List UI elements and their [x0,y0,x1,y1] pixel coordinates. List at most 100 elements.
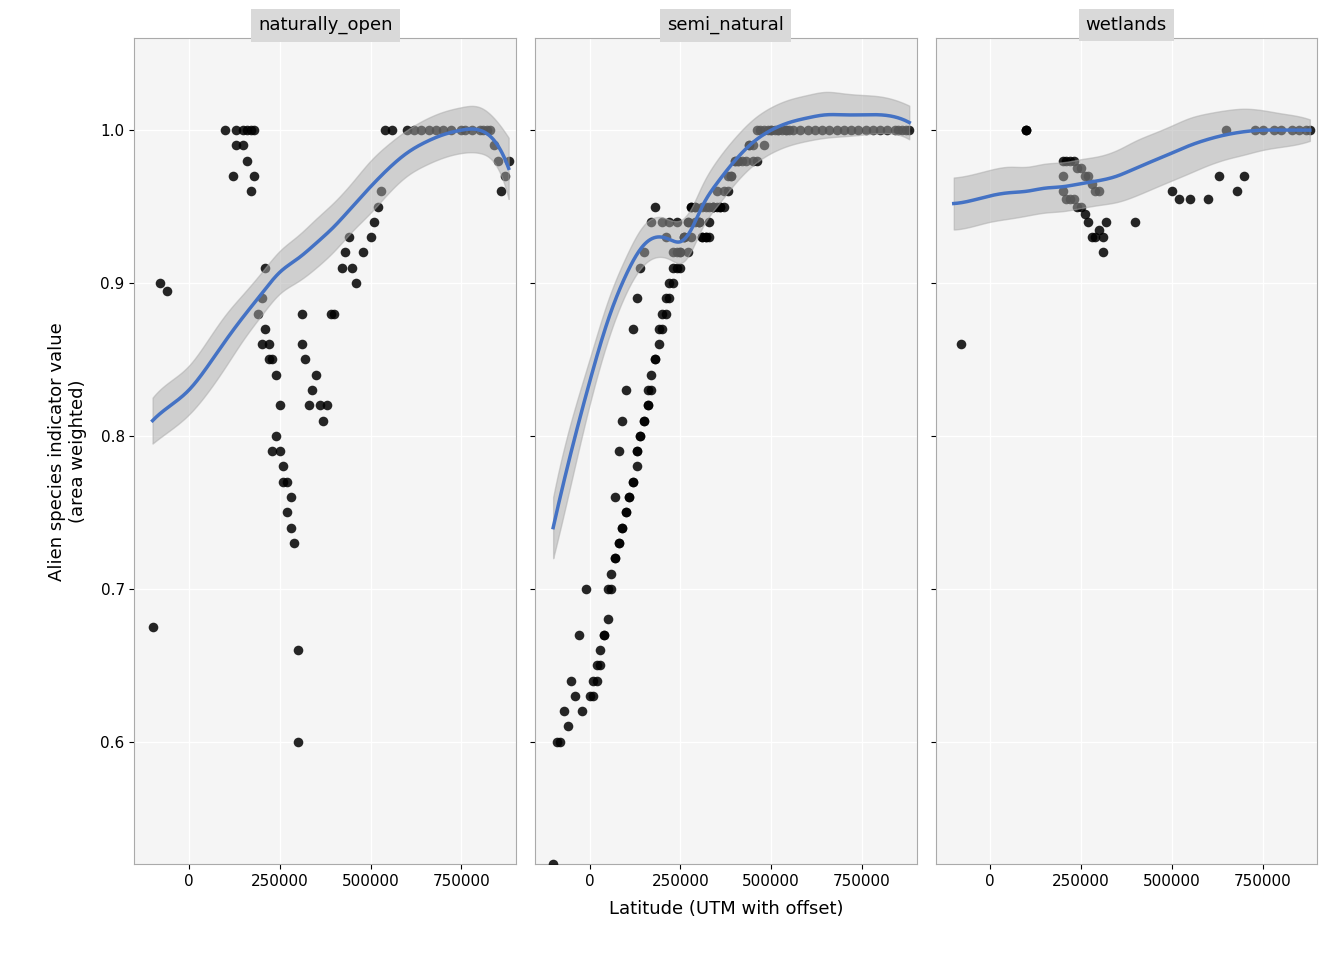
Point [269,444,290,459]
Point [560,673,582,688]
Point [746,123,767,138]
Point [742,137,763,153]
Point [294,351,316,367]
Point [222,168,243,183]
Point [360,229,382,245]
Point [1179,191,1200,206]
Point [597,612,618,627]
Point [288,642,309,658]
Point [667,245,688,260]
Point [652,214,673,229]
Point [626,291,648,306]
Point [870,123,891,138]
Point [254,322,276,337]
Point [1074,168,1095,183]
Point [695,229,716,245]
Point [367,199,388,214]
Point [550,734,571,750]
Point [1059,153,1081,168]
Point [761,123,782,138]
Point [695,199,716,214]
Point [305,367,327,382]
Point [313,413,335,428]
Point [1081,229,1102,245]
Point [1063,191,1085,206]
Point [699,214,720,229]
Point [298,397,320,413]
Point [688,214,710,229]
Point [597,581,618,596]
Point [301,382,323,397]
Point [1016,123,1038,138]
Point [667,214,688,229]
Point [352,245,374,260]
Point [237,153,258,168]
Point [142,619,164,635]
Point [789,123,810,138]
Point [243,168,265,183]
Point [626,444,648,459]
Point [644,351,665,367]
Point [331,260,352,276]
Point [731,153,753,168]
Point [1070,160,1091,176]
Point [1125,214,1146,229]
Point [891,123,913,138]
Point [691,229,712,245]
Point [1161,183,1183,199]
Point [753,137,774,153]
Point [554,704,575,719]
Point [735,153,757,168]
Point [742,153,763,168]
Point [677,214,699,229]
Title: semi_natural: semi_natural [668,16,784,35]
Point [605,550,626,565]
Point [616,505,637,520]
Point [622,322,644,337]
Point [586,673,607,688]
Point [691,199,712,214]
Point [247,306,269,322]
Point [618,490,640,505]
Point [699,229,720,245]
Point [461,123,482,138]
Point [684,214,706,229]
Point [273,459,294,474]
Point [848,123,870,138]
Point [320,306,341,322]
Point [480,123,501,138]
Point [593,627,614,642]
Point [418,123,439,138]
Point [277,505,298,520]
Point [629,428,650,444]
Point [739,137,761,153]
Point [1281,123,1302,138]
Point [637,397,659,413]
Point [706,199,727,214]
Point [673,229,695,245]
Point [724,153,746,168]
Point [669,260,691,276]
Point [612,520,633,536]
Point [262,444,284,459]
Point [641,382,663,397]
Point [241,123,262,138]
Point [1081,176,1102,191]
Point [265,367,286,382]
Point [667,260,688,276]
Point [556,719,578,734]
Point [663,245,684,260]
Point [739,137,761,153]
Point [1091,245,1113,260]
Point [714,199,735,214]
Point [753,123,774,138]
Point [396,123,418,138]
Y-axis label: Alien species indicator value
(area weighted): Alien species indicator value (area weig… [48,322,86,581]
Point [720,168,742,183]
Point [699,199,720,214]
Point [324,306,345,322]
Point [884,123,906,138]
Point [290,306,312,322]
Point [644,199,665,214]
Point [1089,222,1110,237]
